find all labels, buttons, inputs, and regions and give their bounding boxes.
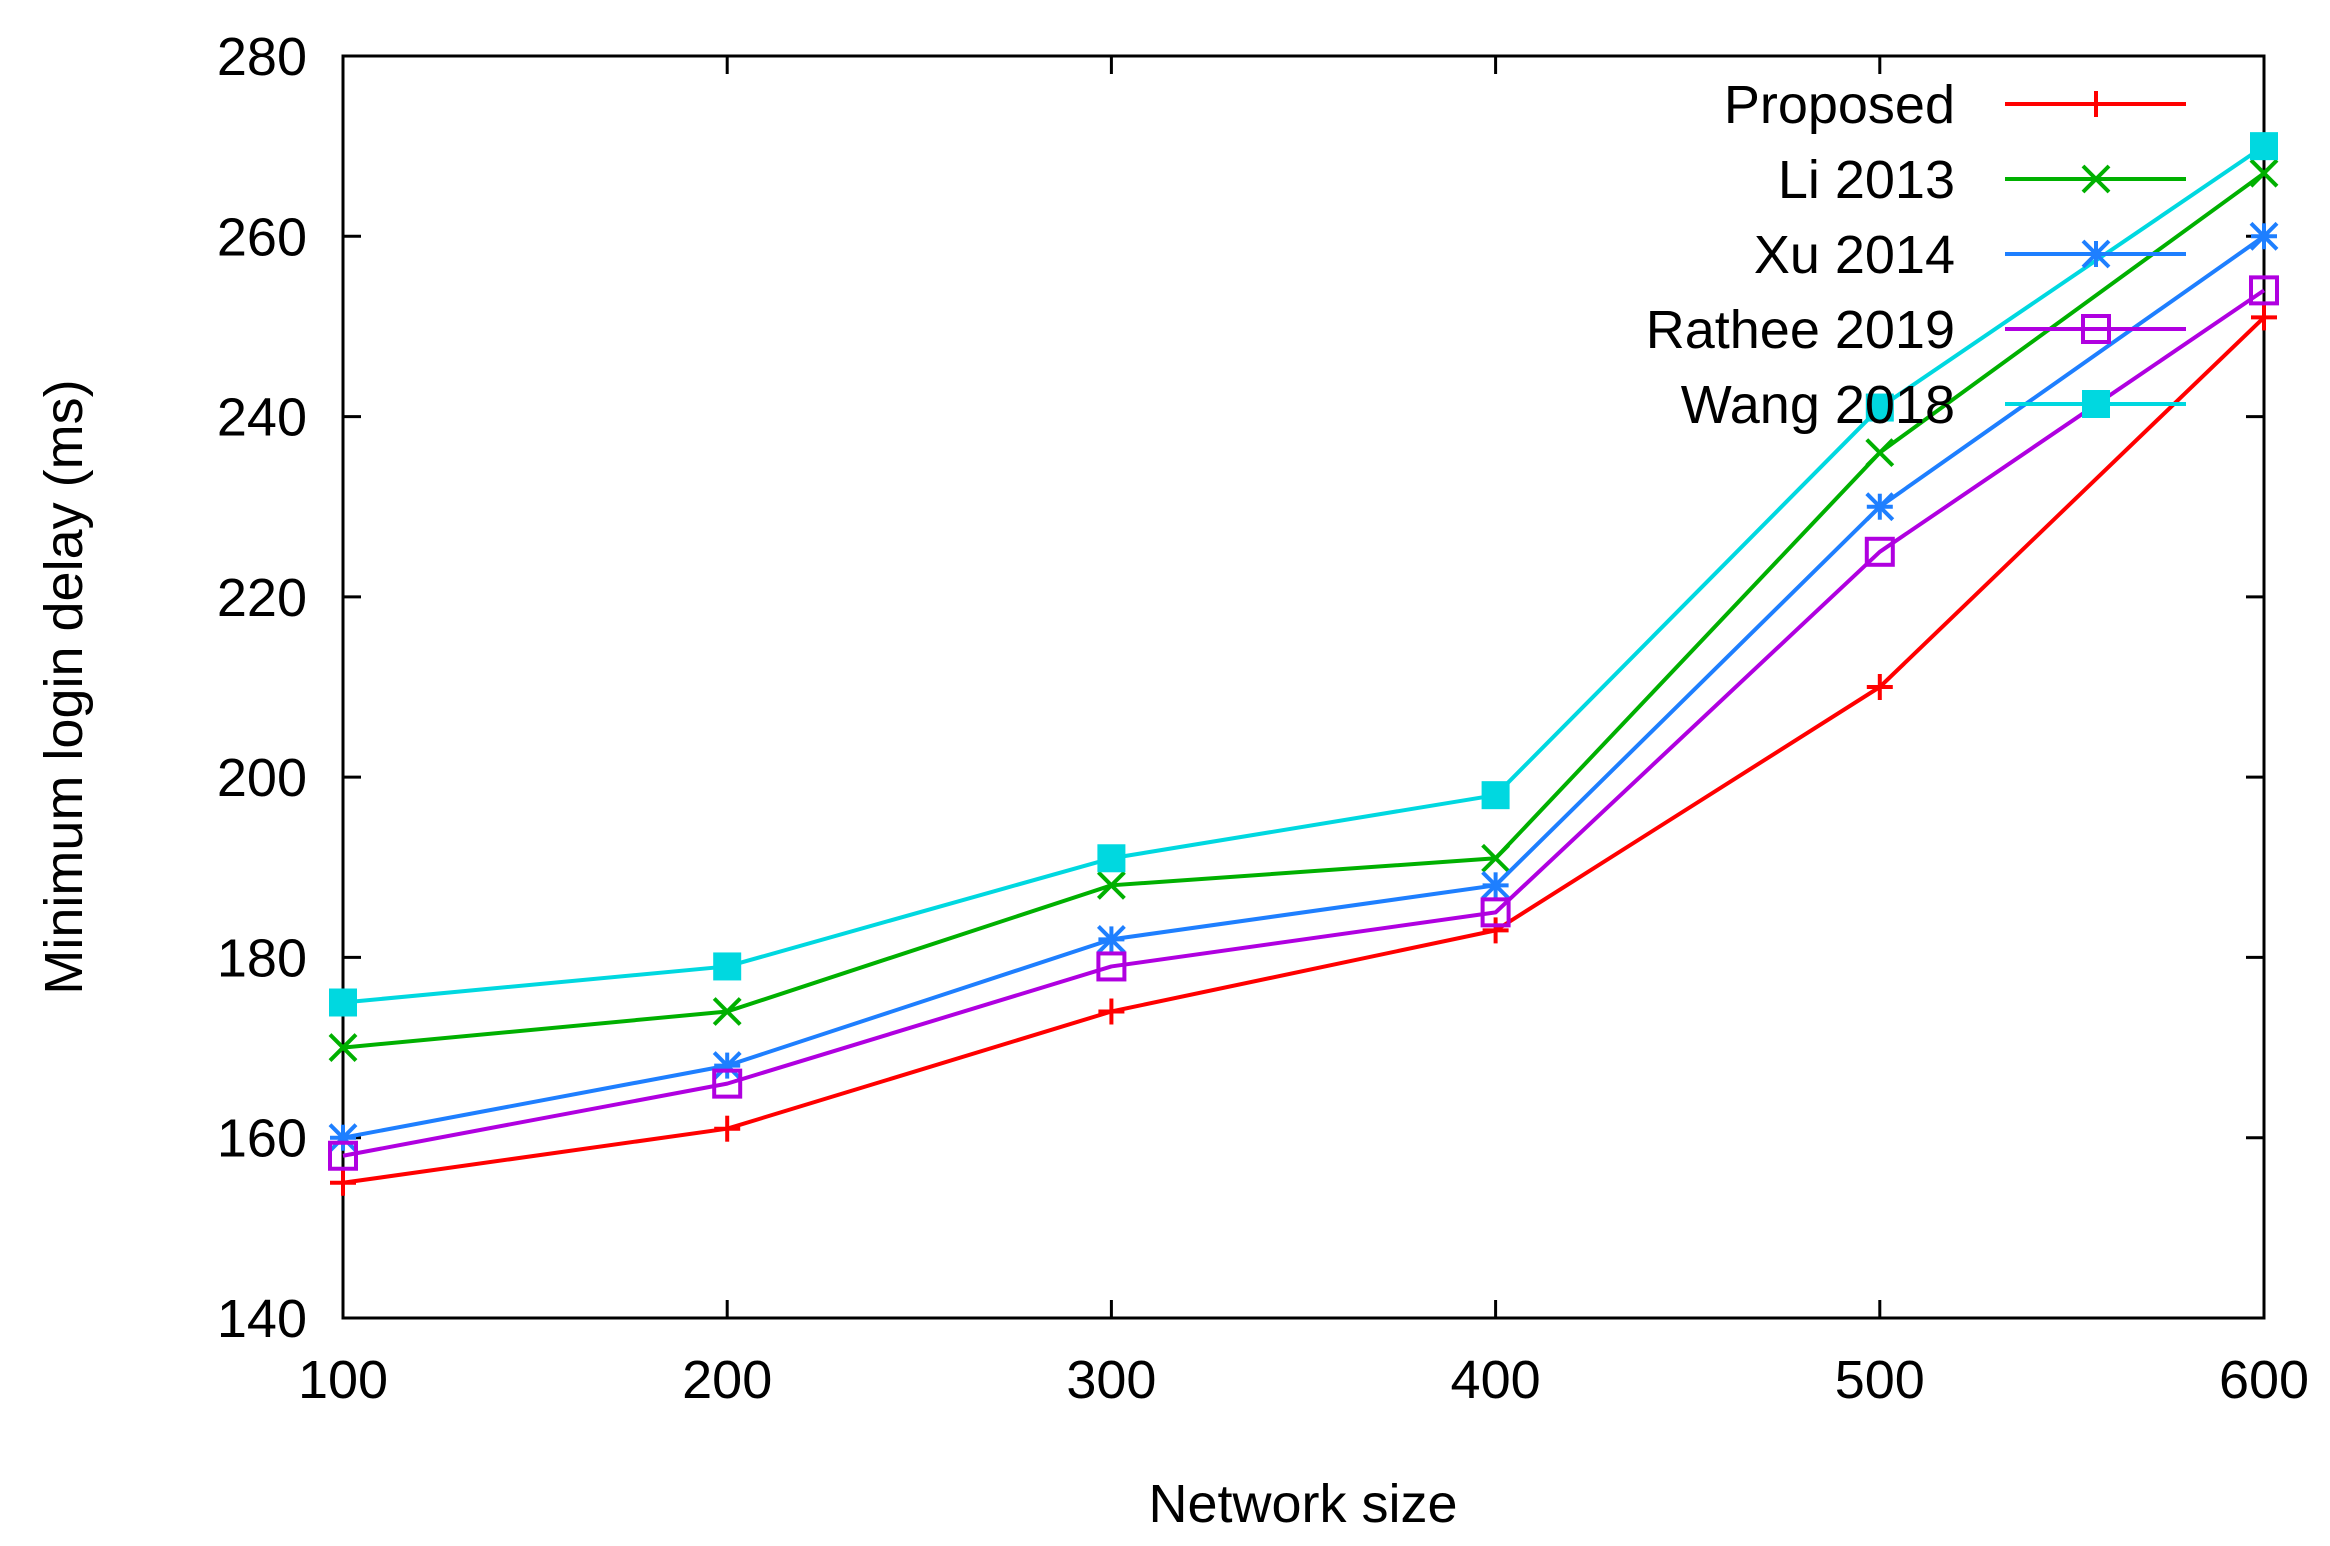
data-point [2249,275,2279,306]
series-wang-2018 [329,132,2278,1017]
y-axis: 140 160 180 200 220 240 260 280 [217,27,2264,1349]
data-point [1096,870,1126,900]
series-line [342,144,2266,1005]
data-point [2249,221,2279,251]
data-point [712,1051,742,1081]
legend-marker [2081,164,2111,194]
y-tick-label: 180 [217,928,307,988]
series-line [342,234,2266,1140]
legend-item: Wang 2018 [1681,375,2186,435]
y-tick-label: 200 [217,748,307,808]
data-point [713,952,742,981]
series-layer [328,132,2279,1196]
y-tick-label: 280 [217,27,307,87]
legend-item: Xu 2014 [1754,225,2186,285]
y-tick-label: 140 [217,1289,307,1349]
legend-label: Li 2013 [1778,150,1955,210]
data-point [328,1033,358,1062]
legend-label: Xu 2014 [1754,225,1955,285]
legend-marker [2082,390,2110,418]
y-axis-title: Minimum login delay (ms) [34,379,94,994]
data-point [1865,438,1895,468]
data-point [1480,897,1511,928]
y-tick-label: 260 [217,207,307,267]
series-rathee-2019 [328,275,2279,1171]
x-tick-label: 200 [682,1350,772,1410]
data-point [712,997,742,1026]
data-point [1866,674,1893,700]
y-tick-label: 160 [217,1109,307,1169]
series-li-2013 [328,158,2279,1062]
x-axis: 100 200 300 400 500 600 [298,56,2309,1410]
series-line [342,315,2266,1185]
x-axis-title: Network size [1148,1474,1457,1534]
data-point [1864,536,1895,567]
legend-marker [2081,314,2111,344]
y-tick-label: 220 [217,568,307,628]
x-tick-label: 300 [1066,1350,1156,1410]
series-proposed [330,304,2277,1196]
data-point [1482,917,1509,944]
data-point [1865,492,1895,522]
x-tick-label: 400 [1451,1350,1541,1410]
data-point [1096,924,1126,954]
legend-label: Wang 2018 [1681,375,1955,435]
data-point [1096,951,1127,982]
y-tick-label: 240 [217,388,307,448]
x-tick-label: 100 [298,1350,388,1410]
legend-item: Proposed [1724,75,2186,135]
data-point [2251,304,2277,331]
data-point [1097,844,1126,873]
series-line [342,288,2266,1158]
x-tick-label: 500 [1835,1350,1925,1410]
legend-marker [2083,91,2109,117]
legend-item: Rathee 2019 [1646,300,2186,360]
data-point [714,1115,741,1142]
data-point [2249,158,2279,188]
data-point [1865,393,1894,422]
legend-label: Proposed [1724,75,1955,135]
data-point [329,988,357,1017]
x-tick-label: 600 [2219,1350,2309,1410]
data-point [1098,998,1125,1025]
data-point [1481,843,1511,873]
series-line [342,171,2266,1050]
legend: Proposed Li 2013 Xu 2014 Rathee 2019 Wang 20… [1646,75,2186,435]
data-point [712,1068,743,1099]
data-point [330,1169,356,1196]
legend-item: Li 2013 [1778,150,2186,210]
plot-frame [341,54,2266,1320]
data-point [328,1123,358,1153]
data-point [2250,132,2278,161]
series-xu-2014 [328,221,2279,1153]
data-point [1481,870,1511,900]
legend-marker [2081,239,2111,269]
data-point [1481,781,1510,810]
legend-label: Rathee 2019 [1646,300,1955,360]
data-point [328,1140,358,1171]
